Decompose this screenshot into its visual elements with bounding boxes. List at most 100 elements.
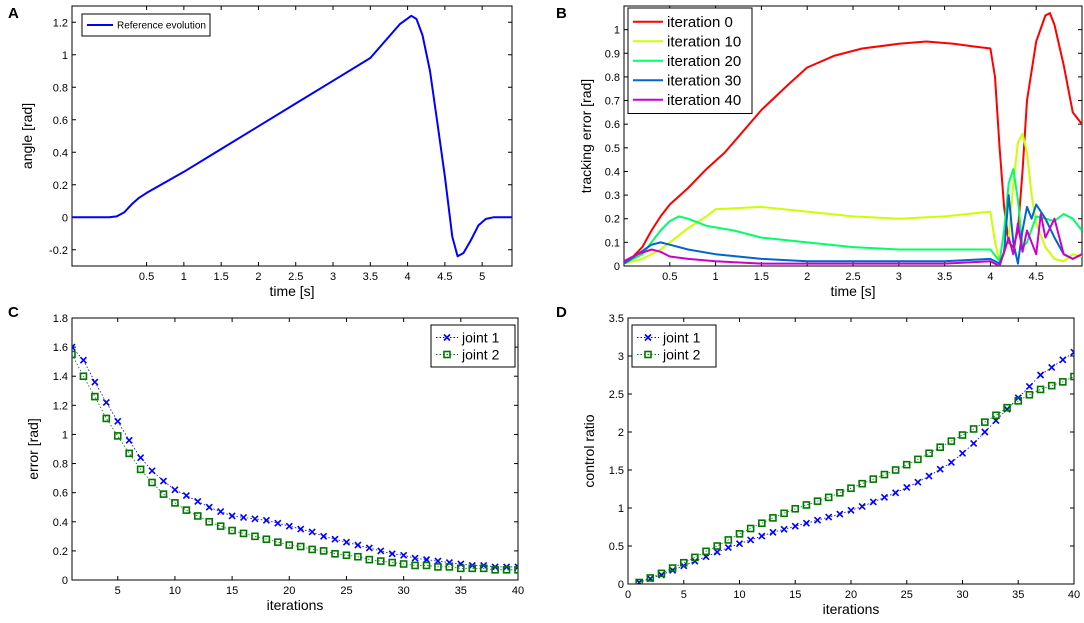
data-point (194, 497, 202, 505)
data-point (217, 508, 225, 516)
data-point (769, 514, 777, 522)
data-point (947, 458, 955, 466)
chart-b: 0.5 1 1.5 2 2.5 3 3.5 4 4.5 0 0.1 0.2 0.3 0.4 0.5 0.6 0.… (578, 5, 1083, 299)
data-point (388, 550, 396, 558)
data-point (342, 551, 351, 560)
y-tick-label: 1.2 (53, 400, 68, 412)
data-point (205, 503, 213, 511)
data-point (713, 548, 721, 556)
legend-label: Reference evolution (117, 21, 206, 32)
data-point (791, 522, 799, 530)
data-point (319, 547, 328, 555)
data-point (724, 536, 733, 544)
x-tick-label: 3.5 (363, 271, 378, 283)
data-point (1047, 381, 1056, 390)
x-tick-label: 5 (115, 585, 121, 597)
data-point (657, 569, 666, 578)
panel-label-d: D (556, 304, 567, 321)
y-axis-label: error [rad] (25, 418, 41, 479)
data-point (297, 525, 305, 533)
legend-box-a (81, 13, 211, 37)
data-point (445, 563, 454, 571)
series-line-5 (624, 213, 1082, 266)
data-point (1059, 356, 1067, 364)
panel-label-a: A (8, 5, 19, 22)
x-tick-label: 0.5 (662, 271, 677, 283)
data-point (1070, 348, 1074, 356)
data-point (514, 563, 518, 571)
y-tick-label: 1.4 (53, 371, 68, 383)
data-point (1070, 372, 1074, 381)
x-tick-label: 4 (987, 271, 993, 283)
legend-label: iteration 40 (667, 92, 741, 109)
data-point (914, 478, 922, 486)
y-tick-label: 1.6 (53, 342, 68, 354)
data-point (468, 564, 477, 573)
data-point (958, 449, 967, 457)
data-point (320, 532, 328, 540)
data-point (79, 372, 88, 381)
y-tick-label: 2 (618, 427, 624, 439)
data-point (400, 551, 408, 559)
data-point (980, 418, 989, 426)
data-point (869, 475, 878, 483)
data-point (992, 411, 1000, 420)
data-point (411, 561, 419, 570)
data-point (836, 488, 844, 497)
data-point (205, 517, 214, 526)
data-point (847, 506, 855, 514)
y-tick-label: 0.2 (53, 180, 68, 192)
x-tick-label: 3 (330, 271, 336, 283)
chart-d: 0 5 10 15 20 25 30 35 40 0 0.5 1 1.5 2 2.5 3 3.5 iteratio… (581, 313, 1080, 617)
y-tick-label: 0.9 (605, 48, 620, 60)
x-tick-label: 20 (283, 585, 295, 597)
data-point (947, 437, 956, 445)
data-point (813, 516, 822, 524)
legend-box-d (631, 324, 717, 368)
data-point (365, 544, 373, 552)
data-point (285, 541, 294, 549)
series-dotted-line-1 (72, 346, 518, 568)
data-point (746, 524, 755, 533)
plot-area-a (71, 5, 513, 267)
data-point (1059, 378, 1067, 386)
data-point (514, 566, 518, 574)
legend-label: joint 1 (461, 330, 500, 346)
data-point (858, 479, 866, 488)
data-point (747, 536, 755, 544)
legend-box-c (430, 324, 516, 368)
data-point (434, 563, 442, 571)
data-point (216, 522, 225, 530)
data-point (825, 513, 833, 521)
data-point (858, 502, 866, 511)
y-tick-label: 0.7 (605, 96, 620, 108)
data-point (262, 535, 271, 544)
panel-label-b: B (556, 5, 567, 22)
legend-marker (443, 350, 451, 359)
x-tick-label: 4 (405, 271, 411, 283)
series-line-1 (72, 14, 512, 258)
data-point (239, 513, 248, 521)
data-point (936, 465, 944, 473)
legend-label: iteration 20 (667, 53, 741, 70)
data-point (365, 555, 374, 564)
data-point (903, 483, 911, 492)
data-point (958, 431, 967, 439)
y-axis-label: tracking error [rad] (578, 79, 594, 193)
y-tick-label: 3 (618, 351, 624, 363)
y-tick-label: 0.6 (605, 119, 620, 131)
data-point (891, 466, 900, 474)
data-point (182, 492, 190, 500)
chart-a: 0.5 1 1.5 2 2.5 3 3.5 4 4.5 5 -0.2 0 0.2 0.4 0.6 0.8 1 1.… (19, 5, 513, 299)
data-point (342, 538, 351, 546)
x-tick-label: 20 (845, 589, 857, 601)
x-tick-label: 5 (479, 271, 485, 283)
y-tick-label: -0.2 (49, 245, 68, 257)
x-tick-label: 10 (169, 585, 181, 597)
y-tick-label: 2.5 (609, 389, 624, 401)
data-point (902, 460, 911, 469)
data-point (285, 522, 293, 530)
x-tick-label: 3.5 (937, 271, 952, 283)
y-tick-label: 0.3 (605, 190, 620, 202)
